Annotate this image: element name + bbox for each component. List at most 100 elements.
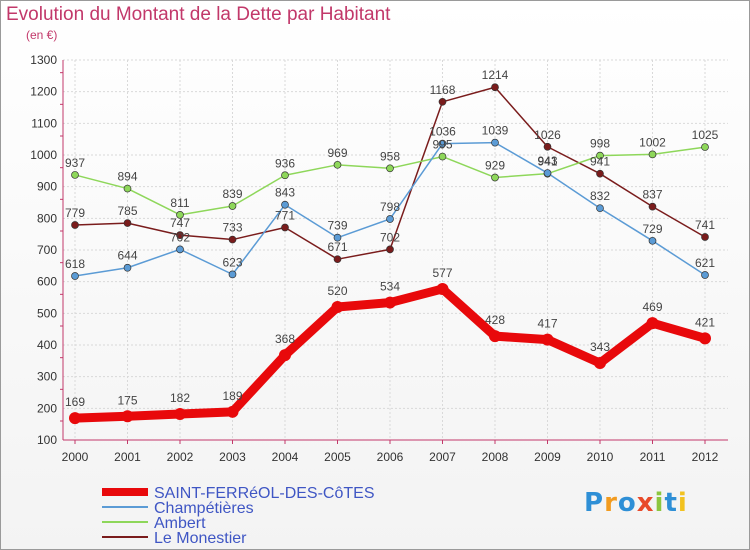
data-point (648, 150, 657, 159)
data-label: 1039 (482, 124, 509, 138)
data-point (701, 271, 709, 279)
y-tick-label: 200 (37, 401, 57, 415)
data-label: 175 (117, 393, 137, 407)
legend-label: SAINT-FERRéOL-DES-CôTES (154, 485, 374, 502)
legend: SAINT-FERRéOL-DES-CôTESChampétièresAmber… (102, 485, 374, 547)
x-tick-label: 2007 (429, 450, 456, 464)
data-point (596, 151, 604, 160)
data-label: 843 (275, 186, 295, 200)
data-point (386, 215, 394, 223)
data-label: 837 (642, 188, 662, 202)
data-label: 839 (222, 187, 242, 201)
data-point (333, 233, 342, 242)
data-label: 577 (432, 266, 452, 280)
data-label: 741 (695, 218, 715, 232)
data-point (69, 412, 81, 425)
chart-title: Evolution du Montant de la Dette par Hab… (6, 4, 391, 25)
data-label: 785 (117, 204, 137, 218)
data-label: 811 (170, 196, 189, 210)
data-point (123, 184, 132, 193)
data-point (228, 270, 237, 279)
data-label: 771 (275, 209, 295, 223)
x-tick-label: 2009 (534, 450, 561, 464)
data-point (386, 164, 394, 173)
data-label: 421 (695, 315, 715, 329)
x-tick-label: 2005 (324, 450, 351, 464)
y-tick-label: 100 (37, 433, 57, 447)
data-point (384, 296, 396, 309)
data-point (123, 263, 132, 272)
data-point (701, 143, 709, 151)
x-tick-label: 2000 (62, 450, 89, 464)
data-point (71, 272, 79, 280)
x-tick-label: 2002 (167, 450, 194, 464)
axes (60, 60, 728, 444)
data-label: 671 (327, 240, 347, 254)
data-point (438, 97, 447, 106)
data-point (438, 152, 447, 161)
y-tick-label: 600 (37, 275, 57, 289)
data-label: 702 (170, 230, 190, 244)
y-tick-label: 500 (37, 306, 57, 320)
data-label: 936 (275, 156, 295, 170)
logo-letter: i (654, 488, 665, 518)
logo-letter: P (584, 488, 605, 518)
data-label: 729 (642, 222, 662, 236)
data-label: 739 (327, 219, 347, 233)
data-point (436, 282, 449, 295)
grid-lines (63, 59, 728, 441)
data-label: 520 (327, 284, 347, 298)
data-label: 733 (222, 221, 242, 235)
data-label: 941 (537, 155, 557, 169)
x-tick-label: 2012 (692, 450, 719, 464)
data-label: 343 (590, 340, 610, 354)
x-tick-label: 2003 (219, 450, 246, 464)
data-point (543, 142, 552, 151)
proxiti-logo: Proxiti (584, 488, 688, 518)
data-label: 189 (222, 389, 242, 403)
data-label: 1036 (429, 125, 456, 139)
data-label: 368 (275, 332, 295, 346)
data-label: 779 (65, 206, 85, 220)
data-point (699, 332, 711, 345)
data-point (226, 405, 239, 418)
series-lines (69, 83, 711, 425)
y-tick-label: 1100 (31, 116, 57, 130)
data-label: 998 (590, 137, 610, 151)
data-label: 469 (642, 300, 662, 314)
data-label: 1025 (692, 128, 719, 142)
data-label: 169 (65, 395, 85, 409)
y-tick-label: 400 (37, 338, 57, 352)
data-label: 995 (432, 138, 452, 152)
data-point (489, 330, 501, 343)
y-tick-label: 1000 (30, 148, 57, 162)
data-label: 621 (695, 256, 715, 270)
chart-subtitle: (en €) (26, 28, 58, 42)
data-point (541, 333, 554, 346)
x-tick-label: 2004 (272, 450, 299, 464)
data-label: 798 (380, 200, 400, 214)
data-label: 182 (170, 391, 190, 405)
y-tick-label: 1300 (30, 53, 57, 67)
legend-label: Le Monestier (154, 530, 247, 547)
data-point (279, 349, 291, 362)
y-tick-label: 1200 (30, 85, 57, 99)
data-point (228, 202, 237, 210)
data-label: 618 (65, 257, 85, 271)
logo-letter: o (617, 488, 637, 518)
data-point (491, 83, 499, 92)
data-point (281, 171, 289, 180)
data-point (491, 138, 499, 147)
data-label: 941 (590, 155, 610, 169)
data-label: 943 (537, 154, 557, 168)
data-point (543, 169, 552, 177)
data-label: 1168 (430, 83, 456, 97)
data-point (281, 200, 289, 209)
data-point (596, 169, 604, 178)
data-point (491, 173, 499, 182)
data-point (331, 301, 344, 313)
data-label: 702 (380, 230, 400, 244)
data-point (176, 245, 184, 254)
data-point (281, 223, 289, 232)
